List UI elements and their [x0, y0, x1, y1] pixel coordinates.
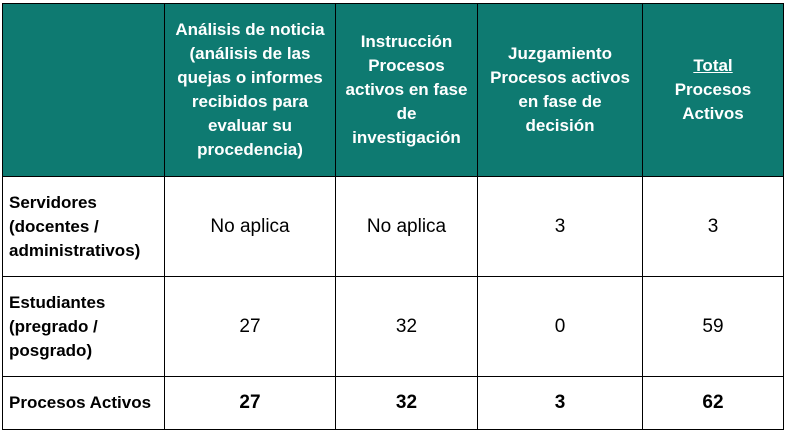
- header-instruccion: Instrucción Procesos activos en fase de …: [335, 3, 478, 177]
- cell-value: 3: [477, 176, 643, 277]
- cell-grand-total: 62: [642, 376, 784, 430]
- row-label-procesos-activos: Procesos Activos: [2, 376, 165, 430]
- header-analisis-noticia: Análisis de noticia (análisis de las que…: [164, 3, 336, 177]
- cell-value: 0: [477, 276, 643, 377]
- header-total-underlined: Total: [693, 56, 733, 75]
- cell-value: 3: [642, 176, 784, 277]
- cell-value: No aplica: [335, 176, 478, 277]
- header-total-rest: Procesos Activos: [674, 80, 752, 123]
- cell-value: No aplica: [164, 176, 336, 277]
- cell-value: 59: [642, 276, 784, 377]
- processes-table: Análisis de noticia (análisis de las que…: [2, 3, 784, 430]
- cell-total: 32: [335, 376, 478, 430]
- header-juzgamiento: Juzgamiento Procesos activos en fase de …: [477, 3, 643, 177]
- table-row: Servidores (docentes / administrativos) …: [2, 176, 784, 277]
- header-total: Total Procesos Activos: [642, 3, 784, 177]
- row-label-estudiantes: Estudiantes (pregrado / posgrado): [2, 276, 165, 377]
- header-corner-cell: [2, 3, 165, 177]
- cell-value: 27: [164, 276, 336, 377]
- table-header-row: Análisis de noticia (análisis de las que…: [2, 3, 784, 177]
- cell-total: 27: [164, 376, 336, 430]
- cell-value: 32: [335, 276, 478, 377]
- table-total-row: Procesos Activos 27 32 3 62: [2, 376, 784, 430]
- table-row: Estudiantes (pregrado / posgrado) 27 32 …: [2, 276, 784, 377]
- cell-total: 3: [477, 376, 643, 430]
- row-label-servidores: Servidores (docentes / administrativos): [2, 176, 165, 277]
